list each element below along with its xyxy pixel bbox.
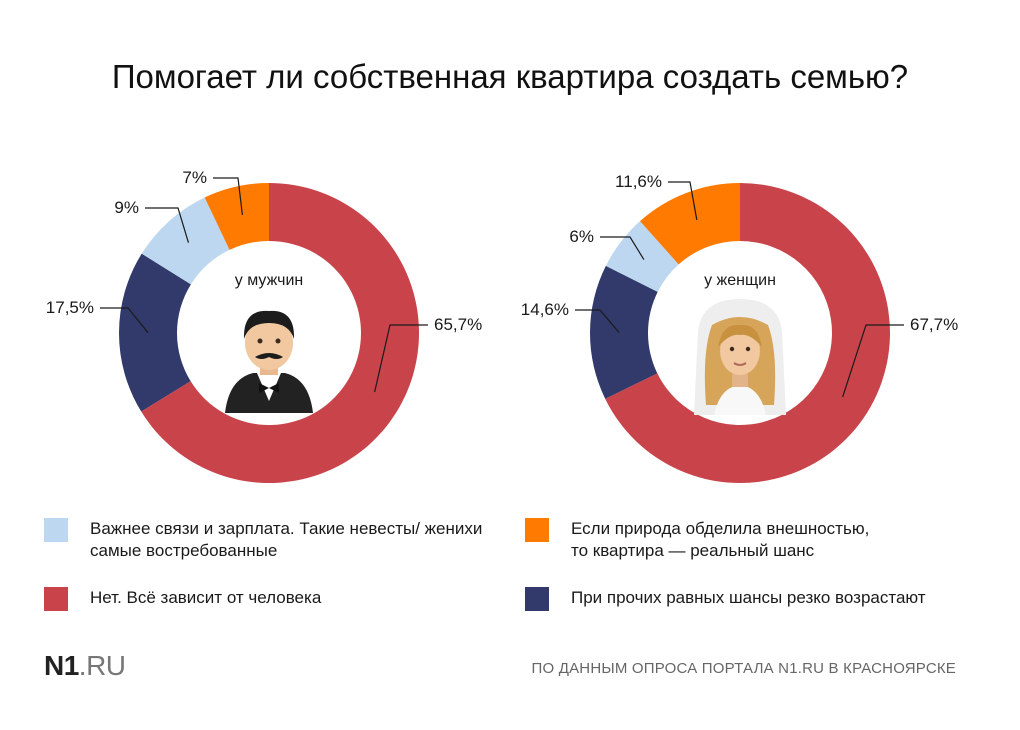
chart-title: Помогает ли собственная квартира создать… [111, 58, 909, 95]
slice-value-label: 9% [114, 198, 139, 217]
slice-value-label: 6% [569, 227, 594, 246]
legend-label: Важнее связи и зарплата. Такие невесты/ … [90, 519, 483, 560]
slice-value-label: 7% [182, 168, 207, 187]
leader-line [842, 324, 904, 398]
donut-slice [141, 197, 230, 285]
logo-main: N1 [44, 650, 79, 681]
donut-slice [118, 253, 191, 412]
leader-line [100, 307, 149, 333]
leader-line [145, 207, 190, 243]
donut-slice [640, 183, 740, 265]
legend-swatch [525, 518, 549, 542]
legend-item-appearance: Если природа обделила внешностью, то ква… [525, 518, 869, 562]
slice-value-label: 67,7% [910, 315, 958, 334]
donut-slice [605, 183, 890, 483]
donut-slice [589, 265, 658, 399]
logo-suffix: .RU [78, 650, 126, 681]
slice-value-label: 65,7% [434, 315, 482, 334]
leader-line [668, 181, 698, 221]
slice-value-label: 14,6% [521, 300, 569, 319]
n1-logo: N1.RU [44, 650, 126, 682]
legend-swatch [44, 587, 68, 611]
leader-line [575, 309, 620, 333]
slice-value-label: 17,5% [46, 298, 94, 317]
donut-slice [204, 183, 269, 250]
source-note: ПО ДАННЫМ ОПРОСА ПОРТАЛА N1.RU В КРАСНОЯ… [531, 660, 956, 677]
man-in-tuxedo-icon [225, 310, 313, 413]
bride-with-veil-icon [694, 299, 786, 415]
legend-label: При прочих равных шансы резко возрастают [571, 588, 926, 607]
donut-slice [141, 183, 419, 484]
legend-swatch [44, 518, 68, 542]
legend-label: Нет. Всё зависит от человека [90, 588, 322, 607]
legend-item-connections: Важнее связи и зарплата. Такие невесты/ … [44, 518, 482, 562]
leader-line [600, 236, 645, 260]
legend-item-chances: При прочих равных шансы резко возрастают [525, 587, 926, 611]
legend-swatch [525, 587, 549, 611]
center-label: у женщин [704, 272, 776, 289]
donut-chart-men: 65,7% 17,5% 9% 7% у мужчин [46, 168, 482, 484]
leader-line [374, 324, 428, 393]
donut-chart-women: 67,7% 14,6% 6% 11,6% у женщин [521, 172, 958, 483]
leader-line [213, 177, 243, 216]
legend-item-person: Нет. Всё зависит от человека [44, 587, 321, 611]
legend-label: Если природа обделила внешностью, то ква… [571, 519, 870, 560]
center-label: у мужчин [235, 272, 303, 289]
slice-value-label: 11,6% [615, 172, 662, 191]
